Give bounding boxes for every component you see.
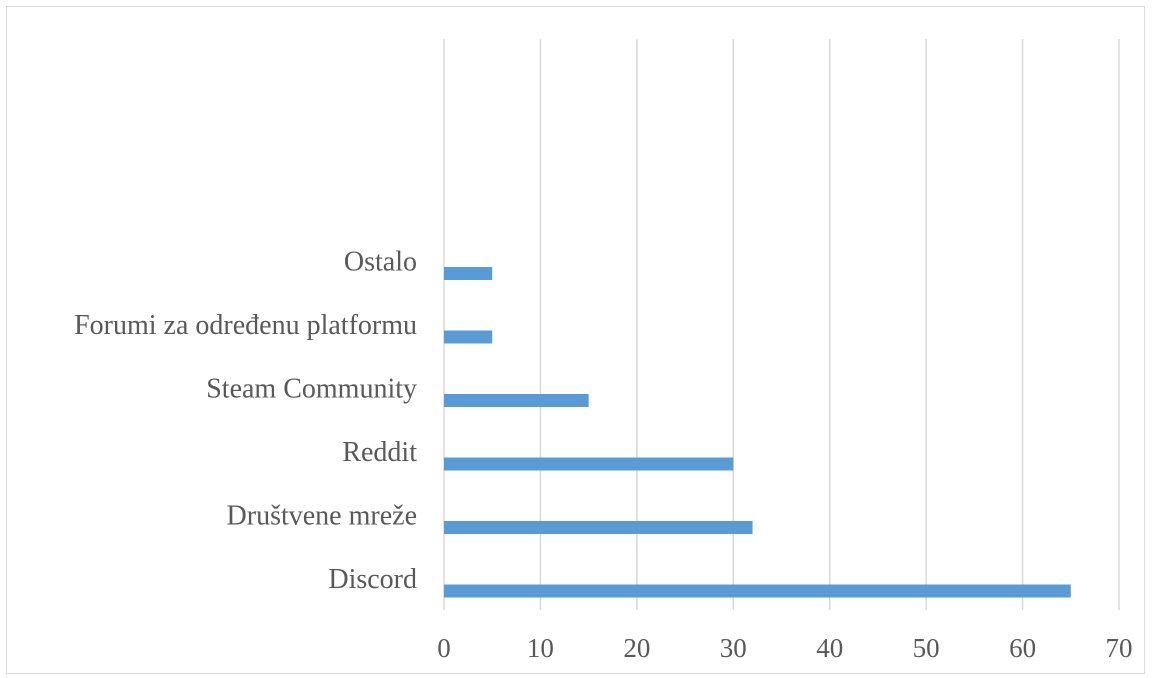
category-label-5: Forumi za određenu platformu <box>74 310 417 341</box>
bar-chart: Discord Društvene mreže Reddit Steam Commun… <box>74 39 1133 663</box>
category-label-6: Ostalo <box>344 247 417 278</box>
x-tick-label-10: 10 <box>527 633 554 663</box>
bar-2 <box>444 521 753 534</box>
bar-3 <box>444 457 734 471</box>
x-tick-label-30: 30 <box>720 633 747 663</box>
bar-5 <box>444 330 493 344</box>
category-label-4: Steam Community <box>206 374 417 405</box>
x-tick-label-70: 70 <box>1106 633 1133 663</box>
bar-4 <box>444 394 589 407</box>
chart-area: Discord Društvene mreže Reddit Steam Commun… <box>6 6 1145 674</box>
category-label-3: Reddit <box>342 437 417 468</box>
category-label-1: Discord <box>328 564 417 595</box>
x-tick-label-0: 0 <box>437 633 451 663</box>
x-tick-label-50: 50 <box>913 633 940 663</box>
x-tick-label-60: 60 <box>1009 633 1036 663</box>
bar-6 <box>444 267 493 280</box>
category-label-2: Društvene mreže <box>227 501 417 532</box>
bar-1 <box>444 584 1071 598</box>
x-tick-label-40: 40 <box>816 633 843 663</box>
x-tick-label-20: 20 <box>623 633 650 663</box>
